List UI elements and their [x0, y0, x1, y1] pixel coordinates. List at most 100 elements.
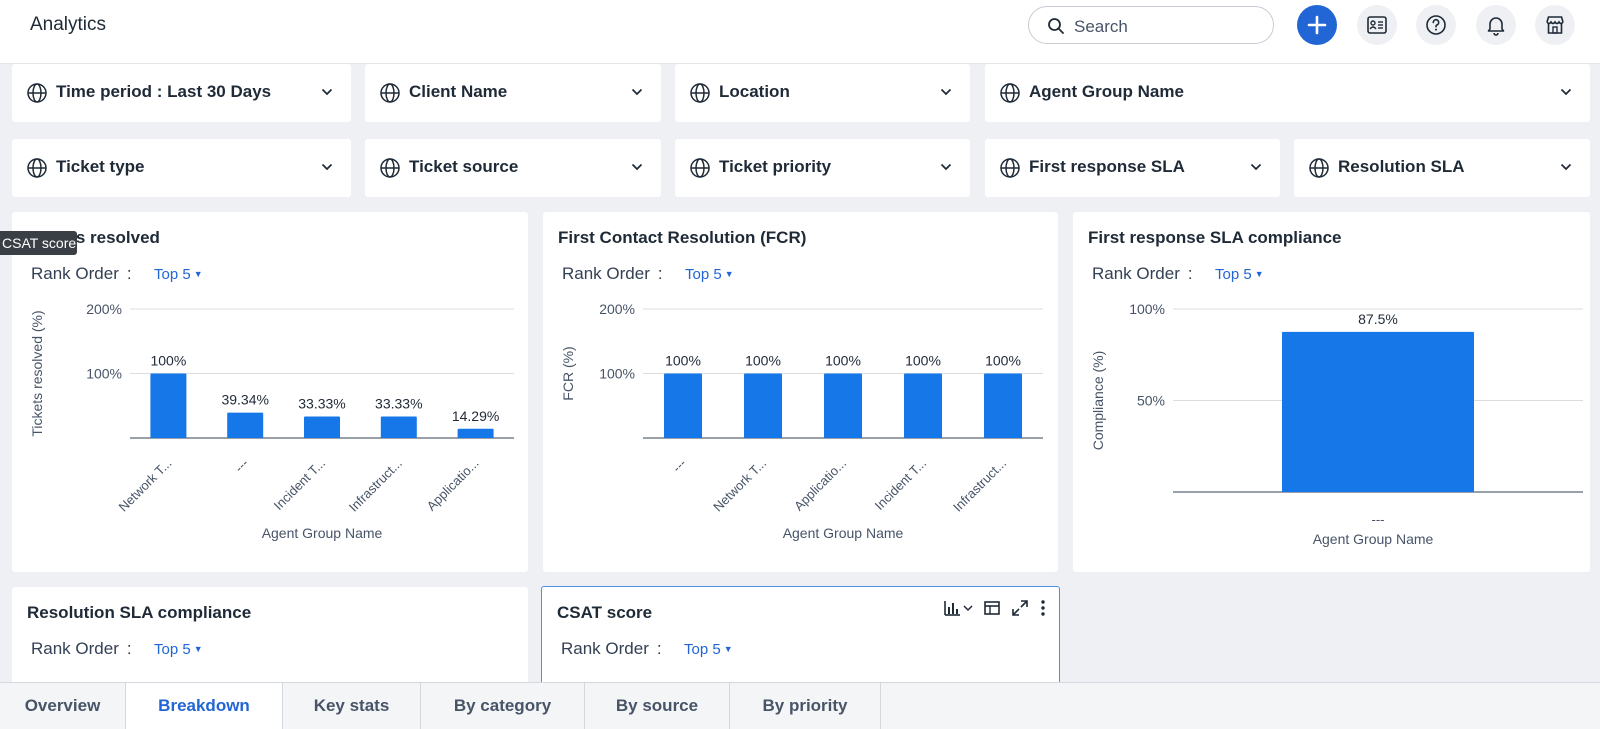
chart-tickets-resolved: 100% 200% 100% Network T... 39.34% --- 33.33% I… — [29, 301, 514, 541]
card-title: First response SLA compliance — [1088, 228, 1342, 247]
rank-order-text: Rank Order — [31, 264, 119, 283]
expand-icon[interactable] — [1011, 599, 1029, 617]
store-icon — [1546, 16, 1564, 34]
y-axis-title: Tickets resolved (%) — [29, 310, 45, 436]
caret-down-icon: ▼ — [193, 269, 203, 279]
filter-agent-group-name[interactable]: Agent Group Name — [985, 64, 1590, 122]
tab-breakdown[interactable]: Breakdown — [126, 683, 283, 729]
contacts-button[interactable] — [1357, 5, 1397, 45]
rank-order-sep: : — [126, 264, 132, 283]
chevron-down-icon — [1560, 163, 1572, 171]
help-button[interactable] — [1416, 5, 1456, 45]
search-placeholder: Search — [1074, 17, 1128, 36]
card-title: CSAT score — [557, 603, 653, 622]
caret-down-icon: ▼ — [723, 644, 733, 654]
filter-location[interactable]: Location — [675, 64, 970, 122]
bar — [824, 373, 862, 438]
card-first-response-sla: First response SLA compliance Rank Order… — [1073, 212, 1590, 572]
x-tick-label: Incident T... — [872, 456, 929, 513]
caret-down-icon: ▼ — [1254, 269, 1264, 279]
y-tick-label: 100% — [599, 366, 635, 382]
filter-label: Location — [719, 82, 790, 101]
data-label: 87.5% — [1358, 311, 1398, 327]
x-axis-title: Agent Group Name — [783, 525, 904, 541]
chevron-down-icon — [321, 88, 333, 96]
plus-icon — [1307, 15, 1327, 35]
globe-icon — [1309, 158, 1329, 178]
x-tick-label: Network T... — [116, 456, 175, 515]
data-label: 100% — [665, 353, 701, 369]
more-vertical-icon[interactable] — [1039, 599, 1047, 617]
rank-order-value: Top 5 — [1215, 266, 1252, 283]
rank-order-value: Top 5 — [684, 641, 721, 658]
search-input[interactable]: Search — [1028, 6, 1274, 44]
rank-order-value: Top 5 — [685, 266, 722, 283]
chart-type-button[interactable] — [943, 599, 973, 617]
globe-icon — [690, 158, 710, 178]
rank-order-dropdown[interactable]: Top 5 ▼ — [1215, 266, 1264, 283]
x-tick-label: --- — [1372, 512, 1385, 527]
data-label: 39.34% — [221, 392, 268, 408]
data-label: 14.29% — [452, 408, 499, 424]
filter-label: First response SLA — [1029, 157, 1185, 176]
tooltip: CSAT score — [0, 231, 77, 255]
filter-client-name[interactable]: Client Name — [365, 64, 661, 122]
bar — [664, 373, 702, 438]
marketplace-button[interactable] — [1535, 5, 1575, 45]
x-tick-label: Applicatio... — [791, 456, 849, 514]
data-label: 33.33% — [375, 396, 422, 412]
rank-order-value: Top 5 — [154, 266, 191, 283]
bar — [744, 373, 782, 438]
globe-icon — [380, 158, 400, 178]
card-toolbar — [943, 599, 1047, 617]
filter-ticket-type[interactable]: Ticket type — [12, 139, 351, 197]
rank-order-dropdown[interactable]: Top 5 ▼ — [685, 266, 734, 283]
data-label: 100% — [905, 353, 941, 369]
tab-overview[interactable]: Overview — [0, 683, 126, 729]
chevron-down-icon — [963, 604, 973, 611]
card-title: First Contact Resolution (FCR) — [558, 228, 807, 247]
globe-icon — [27, 158, 47, 178]
caret-down-icon: ▼ — [724, 269, 734, 279]
globe-icon — [27, 83, 47, 103]
top-bar: Analytics Search — [0, 0, 1600, 64]
bar — [904, 373, 942, 438]
rank-order-sep: : — [126, 639, 132, 658]
x-tick-label: Applicatio... — [424, 456, 482, 514]
tab-key-stats[interactable]: Key stats — [283, 683, 421, 729]
y-tick-label: 100% — [1129, 301, 1165, 317]
tab-by-category[interactable]: By category — [421, 683, 585, 729]
contact-card-icon — [1367, 16, 1387, 34]
rank-order-sep: : — [656, 639, 662, 658]
rank-order-dropdown[interactable]: Top 5 ▼ — [154, 641, 203, 658]
filter-resolution-sla[interactable]: Resolution SLA — [1294, 139, 1590, 197]
bar — [150, 373, 187, 438]
card-fcr: First Contact Resolution (FCR) Rank Orde… — [543, 212, 1058, 572]
table-icon[interactable] — [983, 599, 1001, 617]
rank-order-dropdown[interactable]: Top 5 ▼ — [684, 641, 733, 658]
y-tick-label: 200% — [86, 301, 122, 317]
rank-order-text: Rank Order — [1092, 264, 1180, 283]
card-csat-score[interactable]: CSAT score Rank Order: Top 5 ▼ — [541, 586, 1060, 687]
y-axis-title: FCR (%) — [560, 346, 576, 400]
globe-icon — [1000, 158, 1020, 178]
filter-ticket-source[interactable]: Ticket source — [365, 139, 661, 197]
card-tickets-resolved: Tickets resolved Rank Order: Top 5 ▼ 100%… — [12, 212, 528, 572]
chevron-down-icon — [940, 163, 952, 171]
globe-icon — [380, 83, 400, 103]
bell-icon — [1487, 17, 1505, 36]
rank-order-dropdown[interactable]: Top 5 ▼ — [154, 266, 203, 283]
bar — [380, 416, 417, 438]
help-icon — [1426, 15, 1446, 35]
data-label: 100% — [985, 353, 1021, 369]
tab-by-source[interactable]: By source — [585, 683, 730, 729]
chevron-down-icon — [631, 88, 643, 96]
tab-by-priority[interactable]: By priority — [730, 683, 881, 729]
chevron-down-icon — [940, 88, 952, 96]
notifications-button[interactable] — [1476, 5, 1516, 45]
filter-ticket-priority[interactable]: Ticket priority — [675, 139, 970, 197]
filter-time-period[interactable]: Time period : Last 30 Days — [12, 64, 351, 122]
add-button[interactable] — [1297, 5, 1337, 45]
x-tick-label: Infrastruct... — [950, 456, 1009, 515]
filter-first-response-sla[interactable]: First response SLA — [985, 139, 1280, 197]
